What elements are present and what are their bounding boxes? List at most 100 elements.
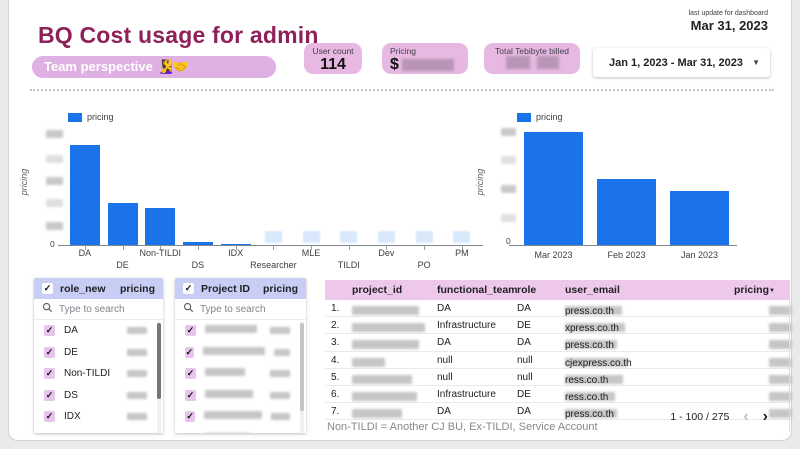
redacted-project-id (352, 357, 385, 367)
checkbox-checked[interactable]: ✓ (185, 411, 196, 423)
table-row[interactable]: 5. null null ress.co.th (325, 369, 792, 386)
table-row[interactable]: 7. DA DA press.co.th (325, 403, 792, 421)
filter-item[interactable]: ✓ IDX (34, 406, 163, 428)
filter-item[interactable]: ✓ (175, 406, 306, 428)
search-input[interactable] (200, 303, 298, 315)
redacted-bar-mle[interactable] (302, 231, 320, 243)
column-header-pricing[interactable]: pricing ▼ (733, 284, 775, 296)
filter-header: ✓ Project ID pricing (175, 278, 306, 299)
checkbox-checked[interactable]: ✓ (185, 368, 196, 380)
cell-functional-team: null (437, 371, 453, 383)
column-header-functional_team[interactable]: functional_team (437, 284, 518, 296)
bar-ds[interactable] (182, 242, 213, 245)
x-axis-line (509, 245, 737, 247)
table-row[interactable]: 6. Infrastructure DE ress.co.th (325, 386, 792, 404)
last-update: last update for dashboard Mar 31, 2023 (689, 10, 768, 33)
scorecard-value-text: $ (390, 56, 399, 73)
date-range-selector[interactable]: Jan 1, 2023 - Mar 31, 2023 ▼ (593, 48, 770, 77)
redacted-bar-tildi[interactable] (340, 231, 358, 243)
page-title: BQ Cost usage for admin (38, 22, 319, 48)
filter-item[interactable]: ✓ Non-TILDI (34, 363, 163, 385)
redacted-email-prefix (565, 340, 617, 350)
scorecard-label: Pricing (390, 46, 416, 56)
cell-role: DA (517, 406, 531, 418)
redacted-project-id (352, 391, 417, 401)
redacted-bar-researcher[interactable] (264, 231, 282, 243)
bar-jan-2023[interactable] (670, 191, 729, 245)
redacted-bar-po[interactable] (415, 231, 433, 243)
bar-feb-2023[interactable] (597, 179, 656, 245)
x-axis-tick (311, 246, 313, 250)
table-row[interactable]: 2. Infrastructure DE xpress.co.th (325, 317, 792, 335)
checkbox-checked[interactable]: ✓ (44, 411, 55, 423)
x-axis-tick (348, 246, 350, 250)
bar-da[interactable] (69, 145, 100, 245)
sort-desc-icon: ▼ (769, 288, 775, 294)
filter-item-label-redacted (205, 325, 261, 336)
x-axis-label: Researcher (250, 260, 297, 270)
cell-functional-team: DA (437, 303, 451, 314)
checkbox-checked[interactable]: ✓ (44, 368, 55, 380)
filter-item[interactable]: ✓ (175, 385, 306, 407)
checkbox-checked[interactable]: ✓ (185, 325, 196, 337)
email-suffix: press.co.th (565, 340, 614, 352)
checkbox-checked[interactable]: ✓ (44, 389, 55, 401)
column-header-role[interactable]: role (517, 284, 537, 296)
filter-field-name: role_new (60, 282, 106, 295)
bar-mar-2023[interactable] (524, 132, 583, 245)
column-header-user_email[interactable]: user_email (565, 284, 620, 296)
email-suffix: press.co.th (565, 409, 614, 421)
table-row[interactable]: 4. null null cjexpress.co.th (325, 352, 792, 369)
filter-item[interactable]: ✓ (34, 428, 163, 433)
scrollbar-thumb[interactable] (300, 323, 304, 411)
date-range-value: Jan 1, 2023 - Mar 31, 2023 (609, 56, 743, 69)
table-right-border (789, 280, 790, 432)
chart-legend: pricing (517, 112, 563, 122)
redacted-email-prefix (565, 391, 615, 401)
cell-role: null (517, 371, 533, 383)
filter-header: ✓ role_new pricing (34, 278, 163, 299)
header-separator (30, 89, 774, 91)
filter-field-name: Project ID (201, 282, 251, 295)
column-header-project_id[interactable]: project_id (352, 284, 403, 296)
checkbox-checked[interactable]: ✓ (185, 346, 194, 358)
scrollbar-thumb[interactable] (157, 323, 161, 399)
redacted-pricing (769, 357, 792, 367)
filter-item[interactable]: ✓ DE (34, 342, 163, 364)
checkbox-checked[interactable]: ✓ (44, 325, 55, 337)
filter-item[interactable]: ✓ (175, 342, 306, 364)
checkbox-select-all[interactable]: ✓ (183, 283, 194, 294)
bar-non-tildi[interactable] (145, 208, 176, 245)
filter-item[interactable]: ✓ (175, 320, 306, 342)
redacted-bar-dev[interactable] (377, 231, 395, 243)
table-pagination: 1 - 100 / 275 ‹ › (670, 408, 768, 425)
x-axis-tick (424, 246, 426, 250)
filter-item[interactable]: ✓ (175, 428, 306, 433)
checkbox-checked[interactable]: ✓ (44, 346, 55, 358)
search-icon (183, 300, 194, 318)
search-input[interactable] (59, 303, 155, 315)
redacted-metric-value (270, 370, 290, 378)
redacted-metric-value (271, 413, 290, 421)
bar-de[interactable] (107, 203, 138, 245)
x-axis-label: IDX (228, 248, 244, 258)
checkbox-checked[interactable]: ✓ (185, 389, 196, 401)
x-axis-tick (84, 246, 86, 250)
table-row[interactable]: 3. DA DA press.co.th (325, 334, 792, 352)
redacted-bar-pm[interactable] (453, 231, 471, 243)
checkbox-select-all[interactable]: ✓ (42, 283, 53, 294)
redacted-label (205, 368, 245, 377)
filter-item-label: DE (64, 346, 78, 358)
filter-item[interactable]: ✓ DS (34, 385, 163, 407)
filter-item[interactable]: ✓ (175, 363, 306, 385)
redacted-pricing (769, 340, 792, 350)
table-row[interactable]: 1. DA DA press.co.th (325, 300, 792, 318)
filter-item[interactable]: ✓ DA (34, 320, 163, 342)
x-axis-label: DS (191, 260, 205, 270)
page-next-button[interactable]: › (762, 408, 768, 425)
x-axis-tick (122, 246, 124, 250)
redacted-label (205, 389, 253, 398)
pagination-range: 1 - 100 / 275 (670, 411, 730, 423)
bar-idx[interactable] (220, 244, 251, 245)
page-previous-button[interactable]: ‹ (743, 408, 749, 425)
